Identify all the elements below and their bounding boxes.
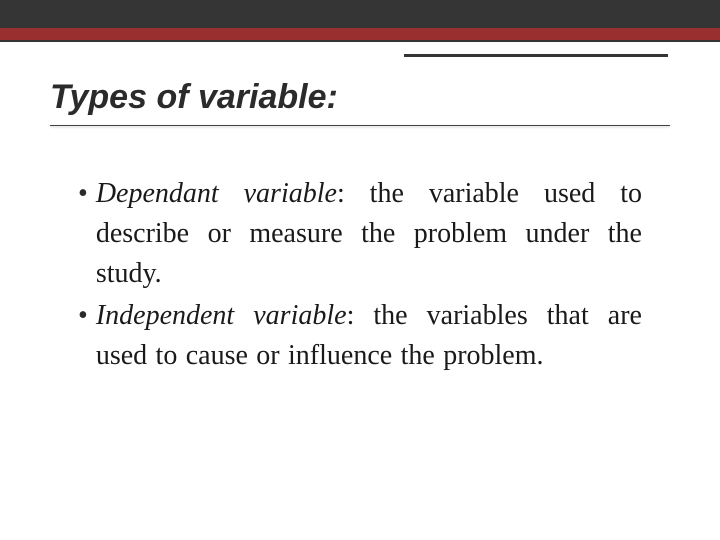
title-underline [50,125,670,126]
slide-content: Types of variable: • Dependant variable:… [0,42,720,376]
term: Independent variable [96,300,347,331]
list-item: • Dependant variable: the variable used … [78,174,642,294]
top-dark-bar [0,0,720,28]
list-item: • Independent variable: the variables th… [78,296,642,376]
bullet-list: • Dependant variable: the variable used … [50,174,670,376]
red-accent-bar [0,28,720,42]
accent-underline [404,54,668,57]
bullet-text: Independent variable: the variables that… [96,296,642,376]
term: Dependant variable [96,178,337,209]
bullet-marker: • [78,174,88,214]
bullet-marker: • [78,296,88,336]
bullet-text: Dependant variable: the variable used to… [96,174,642,294]
slide-title: Types of variable: [50,78,670,117]
